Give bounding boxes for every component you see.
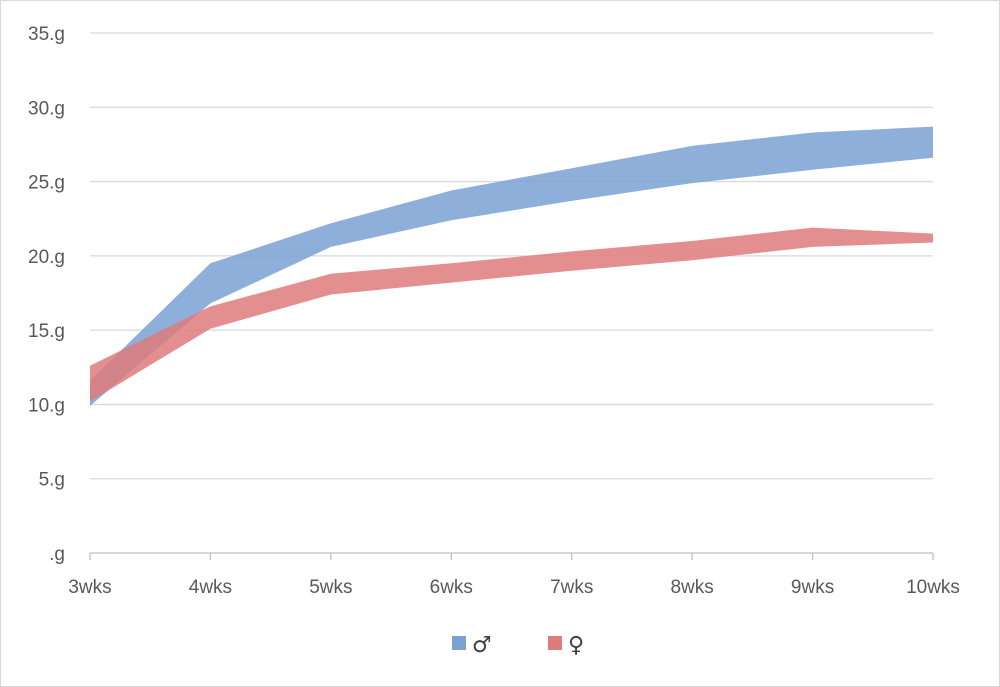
x-tick-label: 9wks [791, 577, 834, 598]
x-tick-label: 6wks [430, 577, 473, 598]
y-tick-label: 10.g [28, 395, 65, 416]
y-tick-label: 25.g [28, 173, 65, 194]
x-tick-label: 3wks [68, 577, 111, 598]
y-tick-label: 5.g [39, 470, 65, 491]
series-band-1 [90, 227, 933, 402]
y-tick-labels: .g 5.g 10.g 15.g 20.g 25.g 30.g 35.g [28, 24, 65, 565]
legend-label: ♂ [472, 633, 492, 658]
x-tick-label: 5wks [309, 577, 352, 598]
gridlines [90, 32, 933, 480]
x-tick-label: 4wks [189, 577, 232, 598]
y-tick-label: .g [49, 544, 65, 565]
y-tick-label: 20.g [28, 247, 65, 268]
series-bands [90, 126, 933, 406]
legend-swatch [452, 636, 466, 650]
x-tick-label: 8wks [670, 577, 713, 598]
x-tick-labels: 3wks 4wks 5wks 6wks 7wks 8wks 9wks 10wks [68, 577, 960, 598]
legend: ♂ ♀ [452, 633, 584, 658]
legend-label: ♀ [568, 633, 584, 658]
x-tick-label: 7wks [550, 577, 593, 598]
x-axis [89, 552, 934, 560]
y-tick-label: 30.g [28, 98, 65, 119]
y-tick-label: 15.g [28, 321, 65, 342]
series-band-0 [90, 126, 933, 406]
x-tick-label: 10wks [906, 577, 960, 598]
legend-swatch [548, 636, 562, 650]
y-tick-label: 35.g [28, 24, 65, 45]
